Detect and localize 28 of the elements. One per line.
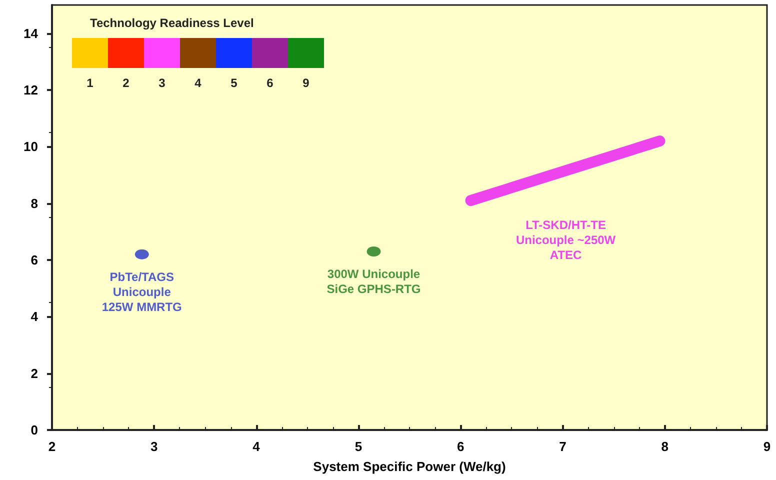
annotation: 5 (230, 76, 238, 90)
x-tick-label: 7 (559, 439, 566, 454)
x-tick-label: 8 (661, 439, 668, 454)
annotation: 2 (122, 76, 130, 90)
annotation: 3 (158, 76, 166, 90)
annotation: 9 (302, 76, 310, 90)
annotation: 6 (266, 76, 274, 90)
y-tick-label: 8 (30, 196, 38, 211)
x-tick-label: 6 (456, 439, 464, 454)
y-tick-label: 10 (24, 139, 38, 154)
y-tick-label: 14 (24, 26, 39, 41)
y-tick-label: 0 (30, 422, 38, 438)
x-tick-label: 3 (150, 439, 158, 454)
text: LT-SKD/HT-TE Unicouple ~250W ATEC (516, 218, 616, 262)
y-tick-label: 2 (30, 366, 38, 381)
annotation: 4 (194, 76, 202, 90)
x-tick-label: 9 (763, 439, 771, 454)
x-tick-label: 2 (48, 439, 56, 454)
y-tick-label: 6 (30, 252, 38, 268)
annotation: 1 (86, 76, 94, 90)
x-tick-label: 4 (252, 439, 261, 454)
x-tick-label: 5 (354, 439, 362, 454)
y-tick-label: 12 (24, 82, 38, 98)
text: 300W Unicouple SiGe GPHS-RTG (326, 267, 421, 296)
text: PbTe/TAGS Unicouple 125W MMRTG (102, 270, 182, 314)
x-axis-title: System Specific Power (We/kg) (313, 459, 506, 474)
annotation: Technology Readiness Level (90, 16, 254, 30)
y-tick-label: 4 (30, 309, 39, 324)
